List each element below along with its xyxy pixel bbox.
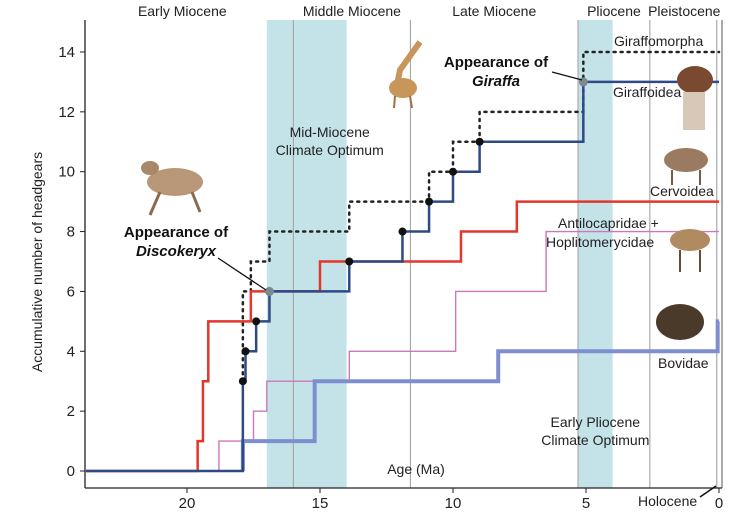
appearance-marker	[264, 286, 274, 296]
giraffoidea-node	[252, 317, 261, 326]
holocene-pointer	[699, 485, 717, 498]
series-label-giraffoidea: Giraffoidea	[613, 84, 681, 100]
x-tick-label: 10	[445, 495, 462, 512]
y-axis-title: Accumulative number of headgears	[29, 152, 45, 372]
series-line-giraffoidea	[85, 80, 719, 473]
climate-band-label: Climate Optimum	[541, 432, 649, 448]
x-tick-label: 0	[715, 495, 723, 512]
x-tick-label: 5	[582, 495, 590, 512]
holocene-label: Holocene	[638, 493, 697, 509]
giraffoidea-node	[449, 167, 457, 176]
discokeryx-pointer	[217, 257, 267, 291]
series-label-antilocapridae: Antilocapridae +	[558, 215, 659, 231]
y-tick-label: 14	[58, 44, 75, 61]
appearance-marker	[578, 77, 588, 87]
climate-band-label: Mid-Miocene	[290, 124, 370, 140]
y-tick-label: 4	[67, 343, 75, 360]
y-tick-label: 6	[67, 283, 75, 300]
series-line-cervoidea	[85, 200, 719, 473]
giraffoidea-node	[398, 227, 407, 236]
y-tick-label: 10	[58, 164, 75, 181]
giraffa-pointer	[551, 71, 583, 81]
discokeryx-illustration	[141, 161, 203, 216]
series-label-giraffomorpha: Giraffomorpha	[614, 33, 703, 49]
epoch-label: Late Miocene	[452, 3, 536, 19]
annotation-discokeryx-line2: Discokeryx	[136, 243, 217, 260]
pronghorn-illustration	[670, 229, 710, 272]
muskox-illustration	[656, 304, 704, 340]
epoch-label: Middle Miocene	[303, 3, 401, 19]
climate-band-label: Early Pliocene	[551, 414, 641, 430]
giraffoidea-node	[345, 257, 354, 266]
giraffoidea-node	[425, 197, 434, 206]
annotation-giraffa-line1: Appearance of	[444, 54, 549, 71]
series-line-bovidae	[240, 319, 720, 471]
series-label-hoplitomerycidae: Hoplitomerycidae	[546, 234, 654, 250]
x-tick-label: 15	[312, 495, 329, 512]
annotation-giraffa-line2: Giraffa	[472, 73, 520, 90]
y-tick-label: 12	[58, 104, 75, 121]
annotation-discokeryx-line1: Appearance of	[124, 224, 229, 241]
giraffoidea-node	[475, 137, 484, 146]
y-tick-label: 0	[67, 463, 75, 480]
x-tick-label: 20	[179, 495, 196, 512]
y-tick-label: 2	[67, 403, 75, 420]
giraffoidea-node	[241, 347, 250, 356]
okapi-illustration	[677, 66, 713, 130]
deer-illustration	[664, 148, 708, 185]
series-label-bovidae: Bovidae	[658, 355, 709, 371]
epoch-label: Early Miocene	[138, 3, 227, 19]
epoch-label: Pleistocene	[648, 3, 721, 19]
climate-band	[266, 20, 347, 488]
climate-band-label: Climate Optimum	[276, 142, 384, 158]
giraffoidea-node	[238, 377, 247, 386]
giraffe-illustration	[389, 40, 423, 109]
series-label-cervoidea: Cervoidea	[650, 183, 714, 199]
x-axis-title: Age (Ma)	[387, 461, 445, 477]
epoch-label: Pliocene	[587, 3, 641, 19]
y-tick-label: 8	[67, 224, 75, 241]
